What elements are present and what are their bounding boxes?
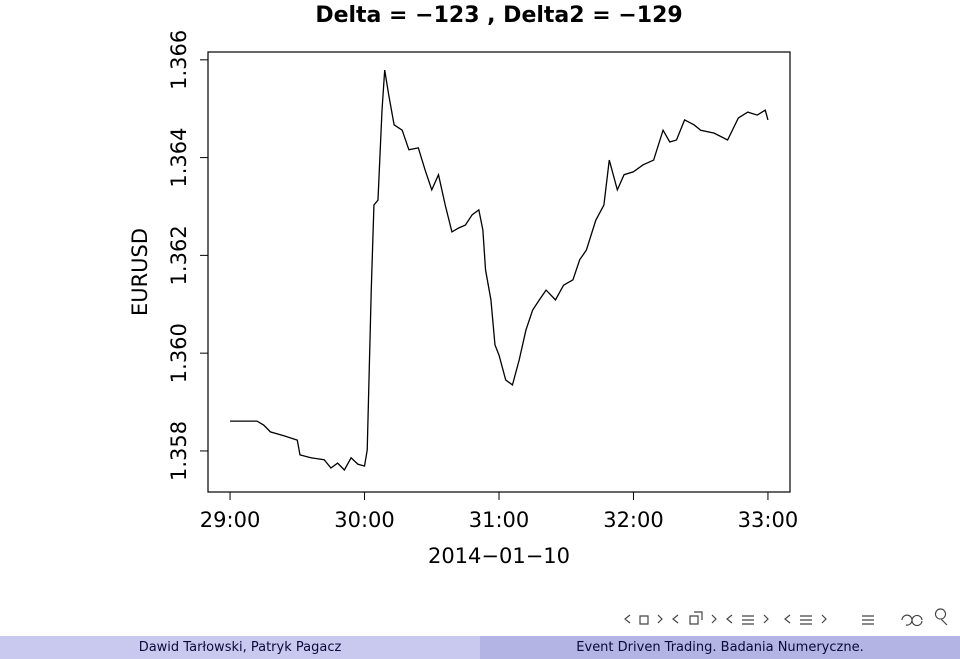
- y-tick-label: 1.360: [167, 323, 191, 383]
- x-tick-label: 30:00: [334, 508, 395, 532]
- y-tick-label: 1.358: [167, 421, 191, 481]
- nav-symbols: [624, 608, 948, 627]
- x-tick-label: 31:00: [469, 508, 530, 532]
- x-tick-label: 32:00: [603, 508, 664, 532]
- x-tick-label: 29:00: [200, 508, 261, 532]
- plot-box: [207, 51, 791, 493]
- y-axis-label: EURUSD: [128, 228, 152, 316]
- x-axis-label: 2014−01−10: [428, 544, 570, 568]
- x-tick-label: 33:00: [738, 508, 799, 532]
- price-line: [230, 69, 769, 472]
- y-tick-label: 1.366: [167, 30, 191, 90]
- footer-title: Event Driven Trading. Badania Numeryczne…: [480, 636, 960, 659]
- chart-title: Delta = −123 , Delta2 = −129: [315, 3, 682, 28]
- y-tick-label: 1.364: [167, 128, 191, 188]
- y-tick-label: 1.362: [167, 225, 191, 285]
- footer-authors: Dawid Tarłowski, Patryk Pagacz: [0, 636, 480, 659]
- chart: Delta = −123 , Delta2 = −129 EURUSD 2014…: [128, 3, 948, 627]
